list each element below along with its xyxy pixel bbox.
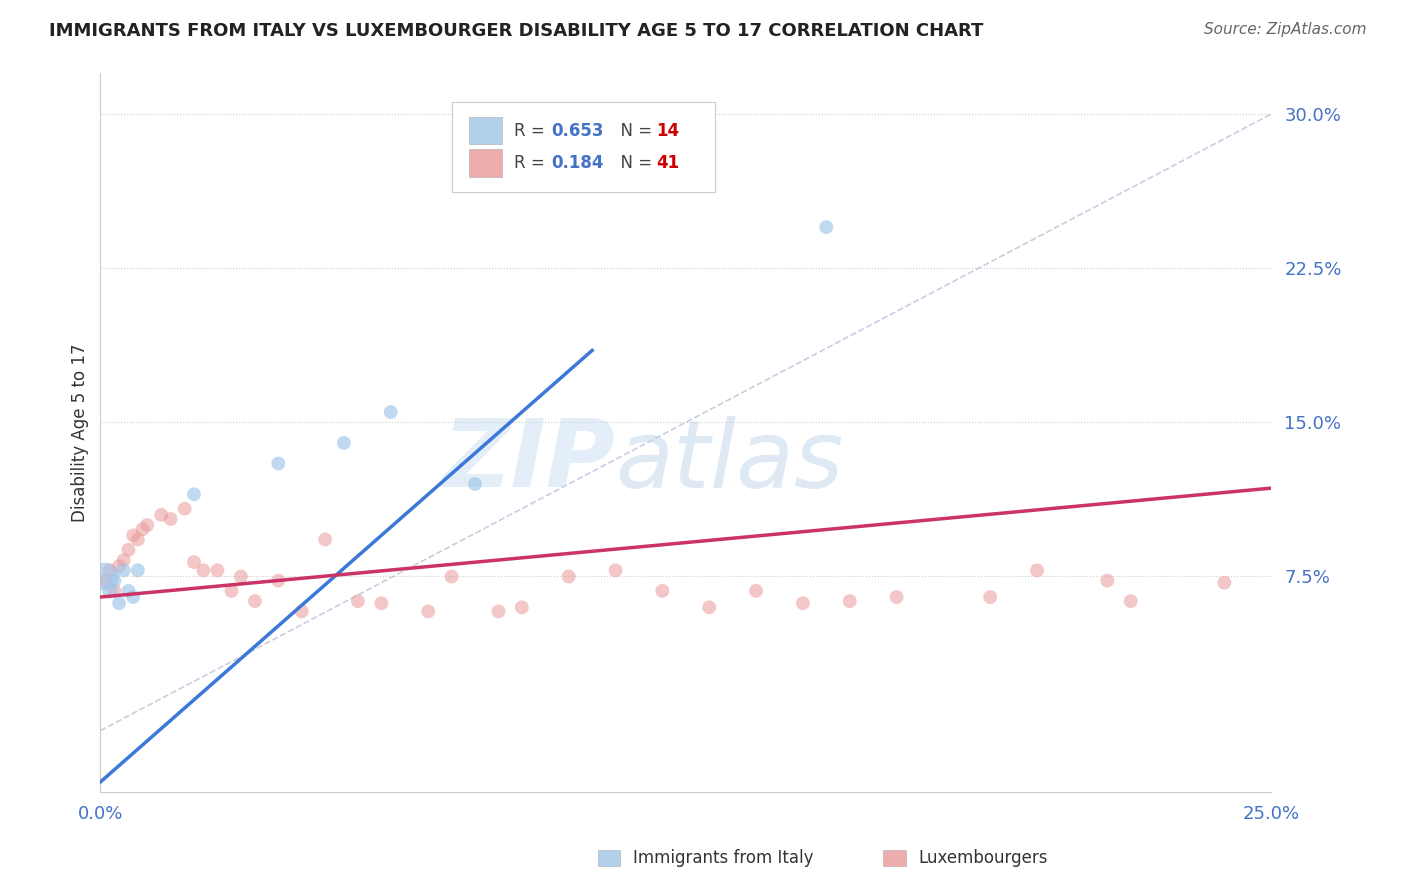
Point — [243, 594, 266, 608]
Text: 0.184: 0.184 — [551, 154, 603, 172]
Point — [333, 436, 356, 450]
Point — [815, 220, 838, 235]
Text: IMMIGRANTS FROM ITALY VS LUXEMBOURGER DISABILITY AGE 5 TO 17 CORRELATION CHART: IMMIGRANTS FROM ITALY VS LUXEMBOURGER DI… — [49, 22, 984, 40]
Point — [122, 528, 145, 542]
Point — [117, 583, 139, 598]
Point — [103, 574, 125, 588]
Point — [94, 569, 117, 583]
Point — [370, 596, 392, 610]
Point — [98, 563, 121, 577]
Point — [173, 501, 195, 516]
Point — [1119, 594, 1142, 608]
Point — [1097, 574, 1119, 588]
Point — [1026, 563, 1049, 577]
Point — [488, 604, 510, 618]
Point — [605, 563, 627, 577]
Point — [117, 542, 139, 557]
Point — [1213, 575, 1236, 590]
Point — [136, 518, 159, 533]
Text: 0.653: 0.653 — [551, 121, 603, 139]
Text: ZIP: ZIP — [443, 416, 616, 508]
Point — [267, 457, 290, 471]
Point — [193, 563, 215, 577]
Point — [510, 600, 533, 615]
Point — [464, 477, 486, 491]
Point — [207, 563, 229, 577]
Point — [122, 590, 145, 604]
Point — [979, 590, 1001, 604]
Point — [291, 604, 314, 618]
Point — [94, 574, 117, 588]
Point — [838, 594, 860, 608]
Text: 14: 14 — [657, 121, 679, 139]
Text: R =: R = — [513, 154, 550, 172]
Text: Source: ZipAtlas.com: Source: ZipAtlas.com — [1204, 22, 1367, 37]
Point — [697, 600, 720, 615]
Point — [314, 533, 336, 547]
Point — [127, 563, 149, 577]
Point — [347, 594, 370, 608]
Y-axis label: Disability Age 5 to 17: Disability Age 5 to 17 — [72, 343, 89, 522]
Text: 41: 41 — [657, 154, 679, 172]
Point — [745, 583, 768, 598]
Text: Immigrants from Italy: Immigrants from Italy — [633, 849, 813, 867]
Point — [886, 590, 908, 604]
Point — [183, 555, 205, 569]
Text: atlas: atlas — [616, 416, 844, 507]
Point — [159, 512, 181, 526]
Point — [127, 533, 149, 547]
Point — [792, 596, 814, 610]
FancyBboxPatch shape — [470, 149, 502, 177]
Point — [229, 569, 252, 583]
Text: N =: N = — [610, 154, 657, 172]
Point — [651, 583, 673, 598]
Point — [103, 583, 125, 598]
Point — [98, 583, 121, 598]
Point — [112, 553, 135, 567]
Point — [131, 522, 153, 536]
Point — [108, 559, 131, 574]
FancyBboxPatch shape — [451, 102, 716, 192]
Text: N =: N = — [610, 121, 657, 139]
Point — [418, 604, 440, 618]
Point — [380, 405, 402, 419]
Point — [108, 596, 131, 610]
Point — [183, 487, 205, 501]
Point — [221, 583, 243, 598]
Point — [150, 508, 173, 522]
Point — [557, 569, 579, 583]
Point — [112, 563, 135, 577]
Point — [267, 574, 290, 588]
Text: Luxembourgers: Luxembourgers — [918, 849, 1047, 867]
FancyBboxPatch shape — [470, 117, 502, 145]
Text: R =: R = — [513, 121, 550, 139]
Point — [440, 569, 463, 583]
